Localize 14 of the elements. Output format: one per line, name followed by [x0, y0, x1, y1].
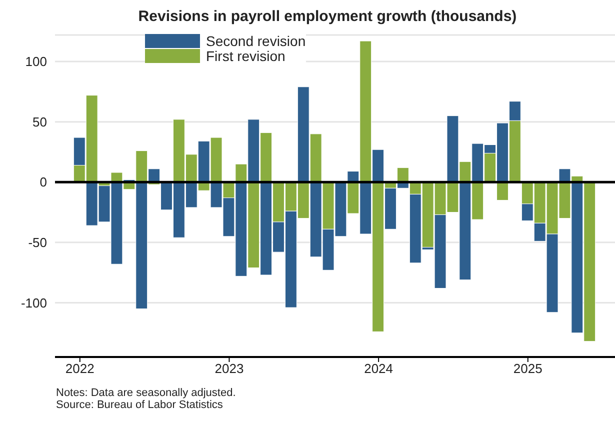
x-tick-label: 2024 [364, 361, 394, 376]
y-tick-label: 0 [40, 174, 47, 190]
legend-label: First revision [206, 48, 286, 64]
y-tick-label: -100 [20, 295, 47, 310]
x-tick-label: 2022 [65, 361, 94, 376]
y-tick-label: -50 [28, 235, 47, 250]
x-tick-label: 2023 [214, 361, 244, 376]
text: Notes: Data are seasonally adjusted. [56, 387, 237, 399]
legend-label: Second revision [206, 32, 306, 48]
y-tick-label: 50 [32, 114, 47, 130]
y-tick-label: 100 [25, 54, 47, 70]
x-tick-label: 2025 [513, 361, 542, 376]
source-note: Source: Bureau of Labor Statistics [56, 399, 224, 411]
chart-title: Revisions in payroll employment growth (thousands) [137, 8, 518, 25]
